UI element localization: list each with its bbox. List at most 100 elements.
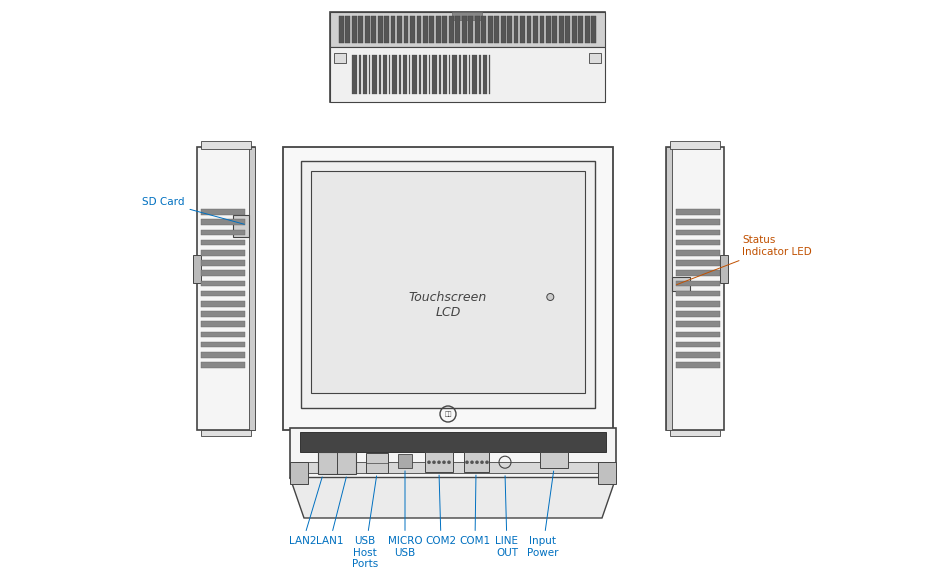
Bar <box>494 16 499 43</box>
Text: LAN1: LAN1 <box>316 477 346 546</box>
Circle shape <box>547 294 554 301</box>
Bar <box>201 311 245 317</box>
Bar <box>533 16 538 43</box>
Text: COM2: COM2 <box>426 475 457 546</box>
Bar <box>540 453 568 468</box>
Bar <box>389 55 390 94</box>
Bar <box>443 55 447 94</box>
Bar <box>338 16 344 43</box>
Bar <box>330 47 605 102</box>
Bar <box>540 16 544 43</box>
Bar <box>676 281 720 286</box>
Bar <box>372 55 377 94</box>
Bar <box>416 16 421 43</box>
Bar <box>412 55 417 94</box>
Bar <box>201 220 245 225</box>
Bar <box>462 16 466 43</box>
Bar <box>296 462 610 473</box>
Bar <box>670 430 720 436</box>
Bar <box>403 55 407 94</box>
Bar <box>425 453 453 473</box>
Bar <box>553 16 557 43</box>
Bar <box>249 147 255 430</box>
Bar <box>449 16 454 43</box>
Bar <box>419 55 421 94</box>
Bar <box>290 462 308 484</box>
Bar <box>520 16 525 43</box>
Bar <box>439 55 441 94</box>
Bar <box>201 430 251 436</box>
Bar <box>397 16 402 43</box>
Bar <box>526 16 531 43</box>
Bar <box>559 16 564 43</box>
Bar <box>409 55 410 94</box>
Bar <box>468 16 473 43</box>
Bar <box>366 453 388 473</box>
Bar <box>676 342 720 348</box>
Text: USB
Host
Ports: USB Host Ports <box>352 476 378 569</box>
Bar <box>578 16 583 43</box>
Bar <box>488 16 493 43</box>
Bar <box>403 16 408 43</box>
Bar <box>479 55 481 94</box>
Bar <box>201 291 245 296</box>
Bar <box>283 147 613 430</box>
Bar <box>201 301 245 306</box>
Bar <box>598 462 616 484</box>
Bar <box>290 428 616 477</box>
Circle shape <box>447 461 450 464</box>
Text: COM1: COM1 <box>460 475 491 546</box>
Bar <box>330 12 605 102</box>
Bar <box>676 230 720 235</box>
Bar <box>410 16 415 43</box>
Bar <box>384 16 389 43</box>
Text: Touchscreen
LCD: Touchscreen LCD <box>409 292 487 319</box>
Bar <box>201 332 245 337</box>
Bar <box>197 147 255 430</box>
Bar <box>670 141 720 149</box>
Bar <box>676 321 720 327</box>
Bar <box>666 147 672 430</box>
Bar <box>676 332 720 337</box>
Bar <box>676 271 720 276</box>
Bar <box>459 55 461 94</box>
Circle shape <box>432 461 435 464</box>
Bar <box>301 161 595 408</box>
Bar <box>464 453 489 473</box>
Text: LAN2: LAN2 <box>290 477 322 546</box>
Bar <box>430 16 434 43</box>
Bar <box>585 16 589 43</box>
Bar <box>318 453 356 474</box>
Bar <box>363 55 367 94</box>
Bar <box>379 55 381 94</box>
Circle shape <box>476 461 478 464</box>
Bar <box>423 55 427 94</box>
Circle shape <box>485 461 489 464</box>
Bar <box>483 55 487 94</box>
Bar <box>233 215 249 237</box>
Bar <box>378 16 383 43</box>
Bar <box>676 240 720 245</box>
Bar <box>201 362 245 367</box>
Bar <box>311 171 585 393</box>
Bar <box>449 55 450 94</box>
Bar <box>546 16 551 43</box>
Bar <box>676 311 720 317</box>
Bar <box>201 230 245 235</box>
Bar <box>193 255 201 283</box>
Bar <box>463 55 467 94</box>
Bar <box>572 16 577 43</box>
Bar <box>345 16 350 43</box>
Bar <box>676 291 720 296</box>
Bar <box>676 301 720 306</box>
Bar <box>676 260 720 266</box>
Bar <box>391 16 396 43</box>
Bar <box>423 16 428 43</box>
Bar <box>676 250 720 256</box>
Bar <box>436 16 441 43</box>
Bar <box>371 16 376 43</box>
Bar <box>566 16 571 43</box>
Bar <box>201 141 251 149</box>
Bar <box>359 55 361 94</box>
Bar <box>443 16 447 43</box>
